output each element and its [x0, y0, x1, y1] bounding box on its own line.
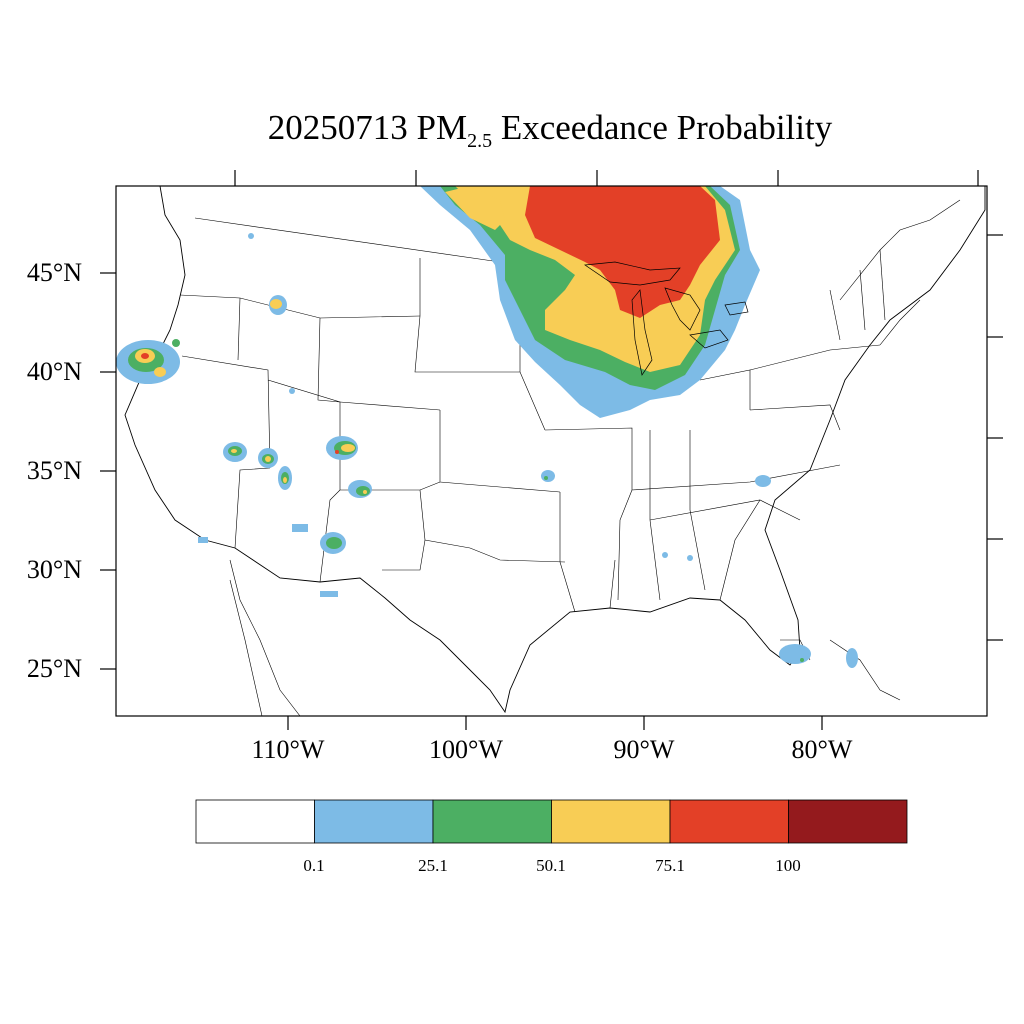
colorbar-segment-5	[788, 799, 908, 844]
colorbar	[195, 799, 908, 844]
lon-label-110w: 110°W	[251, 735, 325, 764]
lat-label-35: 35°N	[26, 456, 82, 485]
ca-fire	[116, 339, 180, 384]
lat-label-45: 45°N	[26, 258, 82, 287]
lat-label-40: 40°N	[26, 357, 82, 386]
colorbar-label-1: 25.1	[418, 856, 448, 875]
title-suffix: Exceedance Probability	[492, 108, 833, 147]
map-plot-area	[116, 186, 986, 716]
east-fires	[541, 470, 858, 668]
plot-frame	[115, 185, 988, 717]
plume-yellow-west	[445, 186, 505, 230]
title-subscript: 2.5	[467, 130, 493, 152]
bottom-ticks	[287, 716, 823, 730]
top-ticks	[234, 170, 979, 186]
colorbar-segment-2	[432, 799, 552, 844]
lat-label-25: 25°N	[26, 654, 82, 683]
title-prefix: 20250713 PM	[267, 108, 468, 147]
colorbar-label-2: 50.1	[536, 856, 566, 875]
colorbar-label-4: 100	[775, 856, 801, 875]
colorbar-segment-3	[551, 799, 671, 844]
right-ticks	[987, 234, 1003, 641]
lon-label-90w: 90°W	[613, 735, 675, 764]
plume-red	[525, 186, 720, 318]
lon-label-100w: 100°W	[429, 735, 503, 764]
great-lakes	[584, 261, 749, 376]
colorbar-label-0: 0.1	[303, 856, 325, 875]
idaho-fire	[269, 295, 287, 315]
probability-fields	[116, 186, 858, 668]
colorbar-label-3: 75.1	[655, 856, 685, 875]
colorbar-segment-0	[195, 799, 315, 844]
southwest-fires	[198, 233, 372, 597]
left-ticks	[100, 272, 116, 670]
colorbar-segment-4	[669, 799, 789, 844]
lon-label-80w: 80°W	[791, 735, 853, 764]
colorbar-segment-1	[314, 799, 434, 844]
map-title: 20250713 PM2.5 Exceedance Probability	[0, 108, 1024, 153]
lat-label-30: 30°N	[26, 555, 82, 584]
